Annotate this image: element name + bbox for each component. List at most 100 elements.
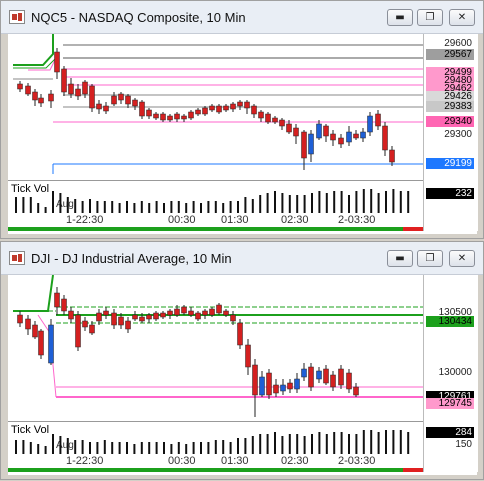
titlebar[interactable]: NQC5 - NASDAQ Composite, 10 Min ▬ ❐ ✕	[1, 1, 483, 34]
minimize-button[interactable]: ▬	[387, 250, 413, 267]
volume-bar	[59, 436, 62, 454]
volume-bar	[222, 440, 225, 454]
candle	[367, 115, 373, 133]
candle	[360, 131, 366, 139]
candle	[103, 105, 109, 112]
candle	[89, 324, 95, 334]
volume-bar	[74, 440, 77, 454]
minimize-button[interactable]: ▬	[387, 9, 413, 26]
volume-bar	[96, 442, 99, 454]
candle	[266, 372, 272, 396]
volume-bar	[303, 436, 306, 454]
price-tag: 29383	[426, 101, 474, 112]
volume-bar	[66, 197, 69, 213]
volume-bar	[200, 442, 202, 454]
price-plot-svg	[13, 275, 423, 417]
candle	[316, 370, 322, 380]
candle	[287, 382, 293, 390]
volume-bar	[259, 434, 262, 454]
candle	[82, 81, 88, 95]
price-tag: 130000	[426, 367, 474, 378]
volume-bar	[177, 442, 180, 454]
price-plot[interactable]	[8, 275, 423, 419]
candle	[118, 93, 124, 101]
candle	[265, 113, 271, 123]
candle	[202, 107, 208, 115]
price-plot[interactable]	[8, 34, 423, 178]
price-tag: 29499	[426, 67, 474, 78]
close-button[interactable]: ✕	[449, 250, 475, 267]
candle	[68, 83, 74, 95]
volume-bar	[281, 436, 284, 454]
candle	[346, 372, 352, 390]
volume-bar	[296, 195, 299, 213]
volume-bar	[15, 197, 17, 213]
candle	[216, 105, 222, 113]
window-dji[interactable]: DJI - DJ Industrial Average, 10 Min ▬ ❐ …	[0, 241, 484, 480]
candle	[38, 330, 44, 356]
candle	[25, 318, 31, 330]
volume-bar	[399, 430, 402, 454]
volume-bar	[244, 438, 247, 454]
candle	[382, 125, 388, 151]
volume-bar	[333, 432, 336, 454]
volume-bar	[155, 442, 158, 454]
volume-bar	[340, 432, 343, 454]
maximize-button[interactable]: ❐	[417, 250, 443, 267]
volume-bar	[185, 444, 188, 454]
price-tag: 130500	[426, 307, 474, 318]
candle	[38, 97, 44, 104]
price-tag: 129745	[426, 398, 474, 409]
time-axis: 1-22:30 00:30 01:30 02:30 2-03:30	[8, 454, 423, 468]
volume-bar	[118, 442, 121, 454]
volume-bar	[311, 193, 313, 213]
candle	[338, 368, 344, 386]
candle	[237, 101, 243, 107]
candle	[32, 324, 38, 338]
volume-bar	[192, 201, 195, 213]
volume-bar	[192, 442, 195, 454]
price-tag: 29426	[426, 91, 474, 102]
time-label: 02:30	[281, 214, 309, 226]
titlebar[interactable]: DJI - DJ Industrial Average, 10 Min ▬ ❐ …	[1, 242, 483, 275]
volume-bar	[163, 203, 165, 213]
volume-bar	[96, 201, 99, 213]
candle	[209, 105, 215, 111]
maximize-button[interactable]: ❐	[417, 9, 443, 26]
window-title: NQC5 - NASDAQ Composite, 10 Min	[31, 10, 246, 25]
volume-pane[interactable]: Tick Vol Aug	[8, 421, 423, 454]
price-tag: 29340	[426, 116, 474, 127]
volume-bar	[281, 193, 284, 213]
volume-bar	[266, 193, 269, 213]
volume-bar	[207, 201, 210, 213]
volume-bar	[155, 201, 158, 213]
time-label: 1-22:30	[66, 455, 104, 467]
window-nqc5[interactable]: NQC5 - NASDAQ Composite, 10 Min ▬ ❐ ✕	[0, 0, 484, 239]
candle	[48, 93, 54, 102]
price-axis[interactable]: 130500 130434 130000 129761 129745 284 150	[423, 275, 478, 472]
volume-bar	[355, 191, 358, 213]
candle	[223, 105, 229, 111]
volume-bar	[318, 432, 321, 454]
chart-app-icon	[9, 10, 25, 24]
close-button[interactable]: ✕	[449, 9, 475, 26]
chart-area[interactable]: Tick Vol Aug 1-22:30 00:30 01:30 02:30 2…	[8, 34, 478, 234]
candle	[237, 322, 243, 346]
candle	[48, 324, 54, 364]
candle	[188, 111, 194, 119]
candle	[75, 314, 81, 348]
candle	[293, 127, 299, 137]
close-icon: ✕	[457, 253, 467, 264]
minimize-icon: ▬	[395, 253, 405, 264]
candle	[280, 384, 286, 392]
volume-bar	[185, 203, 188, 213]
volume-bar	[89, 442, 91, 454]
candle	[252, 364, 258, 396]
volume-pane[interactable]: Tick Vol Aug	[8, 180, 423, 213]
price-axis[interactable]: 29600 29567 29499 29480 29462 29426 29383 29340…	[423, 34, 478, 231]
candle	[96, 103, 102, 110]
volume-bar	[133, 444, 136, 454]
candle	[188, 310, 194, 316]
chart-area[interactable]: Tick Vol Aug 1-22:30 00:30 01:30 02:30 2…	[8, 275, 478, 475]
time-label: 00:30	[168, 455, 196, 467]
